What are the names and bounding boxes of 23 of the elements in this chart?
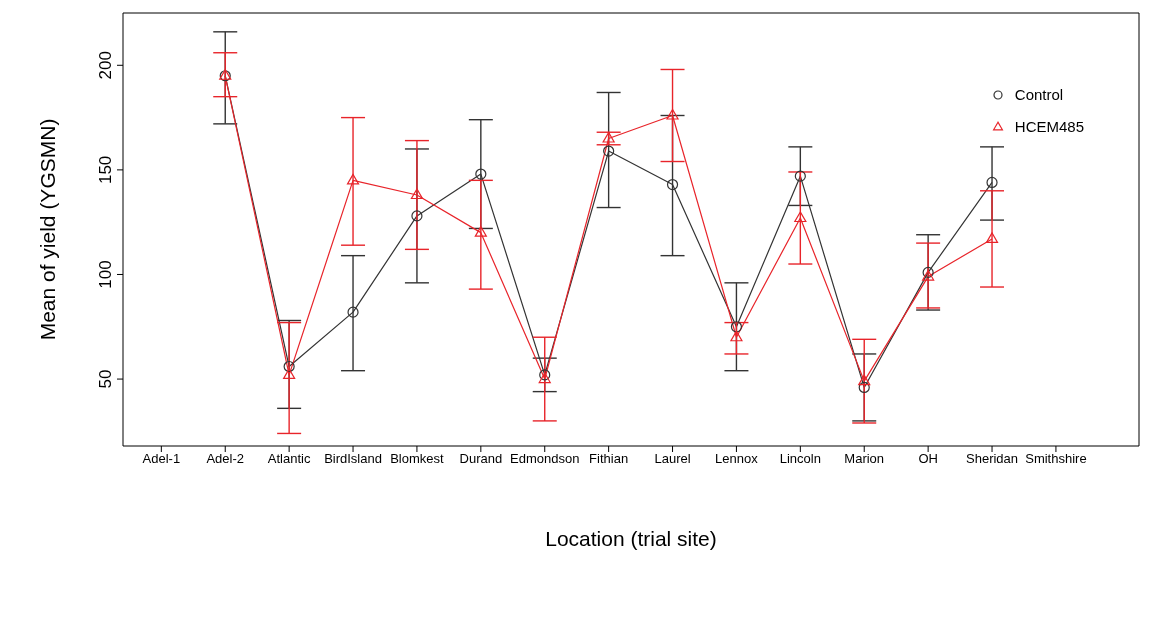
x-tick-label: Marion [844, 451, 885, 467]
x-tick-label: Adel-1 [142, 451, 181, 467]
x-tick-label: Edmondson [510, 451, 580, 467]
x-tick-label: Lennox [715, 451, 759, 467]
y-tick-label: 200 [96, 51, 115, 80]
x-tick-label: OH [918, 451, 938, 467]
x-tick-label: Lincoln [779, 451, 821, 467]
y-axis-title: Mean of yield (YGSMN) [36, 118, 60, 341]
x-tick-label: Adel-2 [206, 451, 245, 467]
x-tick-label: BirdIsland [324, 451, 382, 467]
y-tick-label: 150 [96, 155, 115, 185]
x-tick-label: Sheridan [966, 451, 1019, 467]
y-tick-label: 50 [96, 369, 115, 389]
x-tick-label: Atlantic [267, 451, 311, 467]
x-tick-label: Blomkest [390, 451, 445, 467]
x-tick-label: Laurel [654, 451, 691, 467]
x-axis-title: Location (trial site) [545, 527, 717, 550]
legend-label: Control [1014, 85, 1064, 103]
y-tick-label: 100 [96, 260, 115, 289]
legend-label: HCEM485 [1014, 117, 1084, 135]
x-tick-label: Fithian [589, 451, 629, 467]
x-tick-label: Durand [459, 451, 503, 467]
x-tick-label: Smithshire [1025, 451, 1087, 467]
